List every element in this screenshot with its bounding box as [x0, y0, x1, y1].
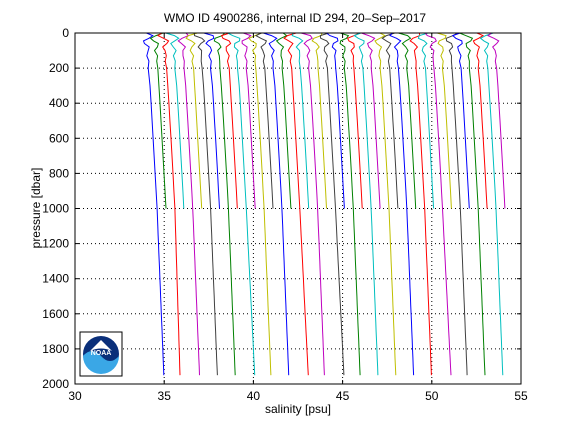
- salinity-profile-line: [319, 32, 345, 376]
- y-tick-label: 200: [49, 61, 69, 75]
- salinity-profile-line: [361, 32, 381, 209]
- salinity-profile-line: [177, 32, 200, 376]
- salinity-profile-line: [300, 32, 325, 376]
- salinity-profile-line: [248, 32, 272, 376]
- x-tick-label: 45: [336, 389, 350, 403]
- salinity-profile-line: [193, 32, 218, 376]
- salinity-profile-line: [346, 32, 363, 209]
- y-tick-label: 1000: [42, 202, 69, 216]
- chart-title: WMO ID 4900286, internal ID 294, 20–Sep–…: [164, 11, 426, 25]
- salinity-profile-line: [203, 32, 220, 209]
- salinity-profile-line: [156, 32, 181, 376]
- salinity-profile-line: [389, 32, 415, 376]
- y-tick-label: 1600: [42, 307, 69, 321]
- salinity-profile-line: [479, 32, 504, 376]
- y-tick-label: 2000: [42, 377, 69, 391]
- salinity-profile-line: [353, 32, 379, 376]
- y-tick-label: 0: [62, 26, 69, 40]
- x-tick-label: 40: [247, 389, 261, 403]
- salinity-profile-line: [486, 32, 506, 209]
- noaa-logo-bird: [90, 340, 112, 351]
- noaa-logo-text: NOAA: [91, 350, 112, 357]
- salinity-profile-line: [381, 32, 399, 209]
- salinity-profile-line: [445, 32, 468, 376]
- salinity-profile-line: [417, 32, 435, 209]
- y-tick-label: 600: [49, 131, 69, 145]
- salinity-profile-line: [326, 32, 345, 209]
- x-tick-label: 35: [158, 389, 172, 403]
- salinity-profile-line: [437, 32, 452, 209]
- y-tick-label: 1800: [42, 342, 69, 356]
- y-tick-label: 800: [49, 166, 69, 180]
- salinity-profile-line: [213, 32, 236, 376]
- x-tick-label: 30: [68, 389, 82, 403]
- salinity-profile-line: [283, 32, 309, 376]
- salinity-profile-line: [424, 32, 452, 376]
- salinity-profile-line: [185, 32, 203, 209]
- noaa-logo-wave: [83, 351, 119, 374]
- y-tick-label: 1400: [42, 272, 69, 286]
- salinity-profile-line: [459, 32, 486, 376]
- salinity-profile-line: [149, 32, 167, 209]
- salinity-profile-line: [241, 32, 256, 209]
- y-tick-label: 400: [49, 96, 69, 110]
- salinity-profile-line: [398, 32, 417, 209]
- salinity-profile-line: [165, 32, 185, 209]
- salinity-profile-line: [275, 32, 292, 209]
- y-axis-title: pressure [dbar]: [29, 168, 43, 249]
- salinity-profile-line: [142, 32, 165, 376]
- x-tick-label: 55: [514, 389, 528, 403]
- noaa-logo: NOAA: [79, 331, 123, 377]
- y-tick-label: 1200: [42, 237, 69, 251]
- salinity-profile-line: [374, 32, 397, 376]
- grid-lines: [75, 33, 521, 384]
- salinity-profile-line: [311, 32, 327, 209]
- series-layer: [142, 32, 506, 376]
- salinity-profile-line: [254, 32, 274, 209]
- x-axis-title: salinity [psu]: [265, 402, 331, 416]
- salinity-profile-line: [451, 32, 470, 209]
- salinity-profile-line: [227, 32, 256, 376]
- salinity-profile-line: [339, 32, 361, 376]
- x-tick-label: 50: [425, 389, 439, 403]
- salinity-profile-line: [220, 32, 238, 209]
- salinity-profile-line: [263, 32, 290, 376]
- salinity-profile-line: [472, 32, 488, 209]
- plot-area-frame: [74, 32, 522, 385]
- salinity-profile-line: [409, 32, 432, 376]
- salinity-profile-line: [291, 32, 310, 209]
